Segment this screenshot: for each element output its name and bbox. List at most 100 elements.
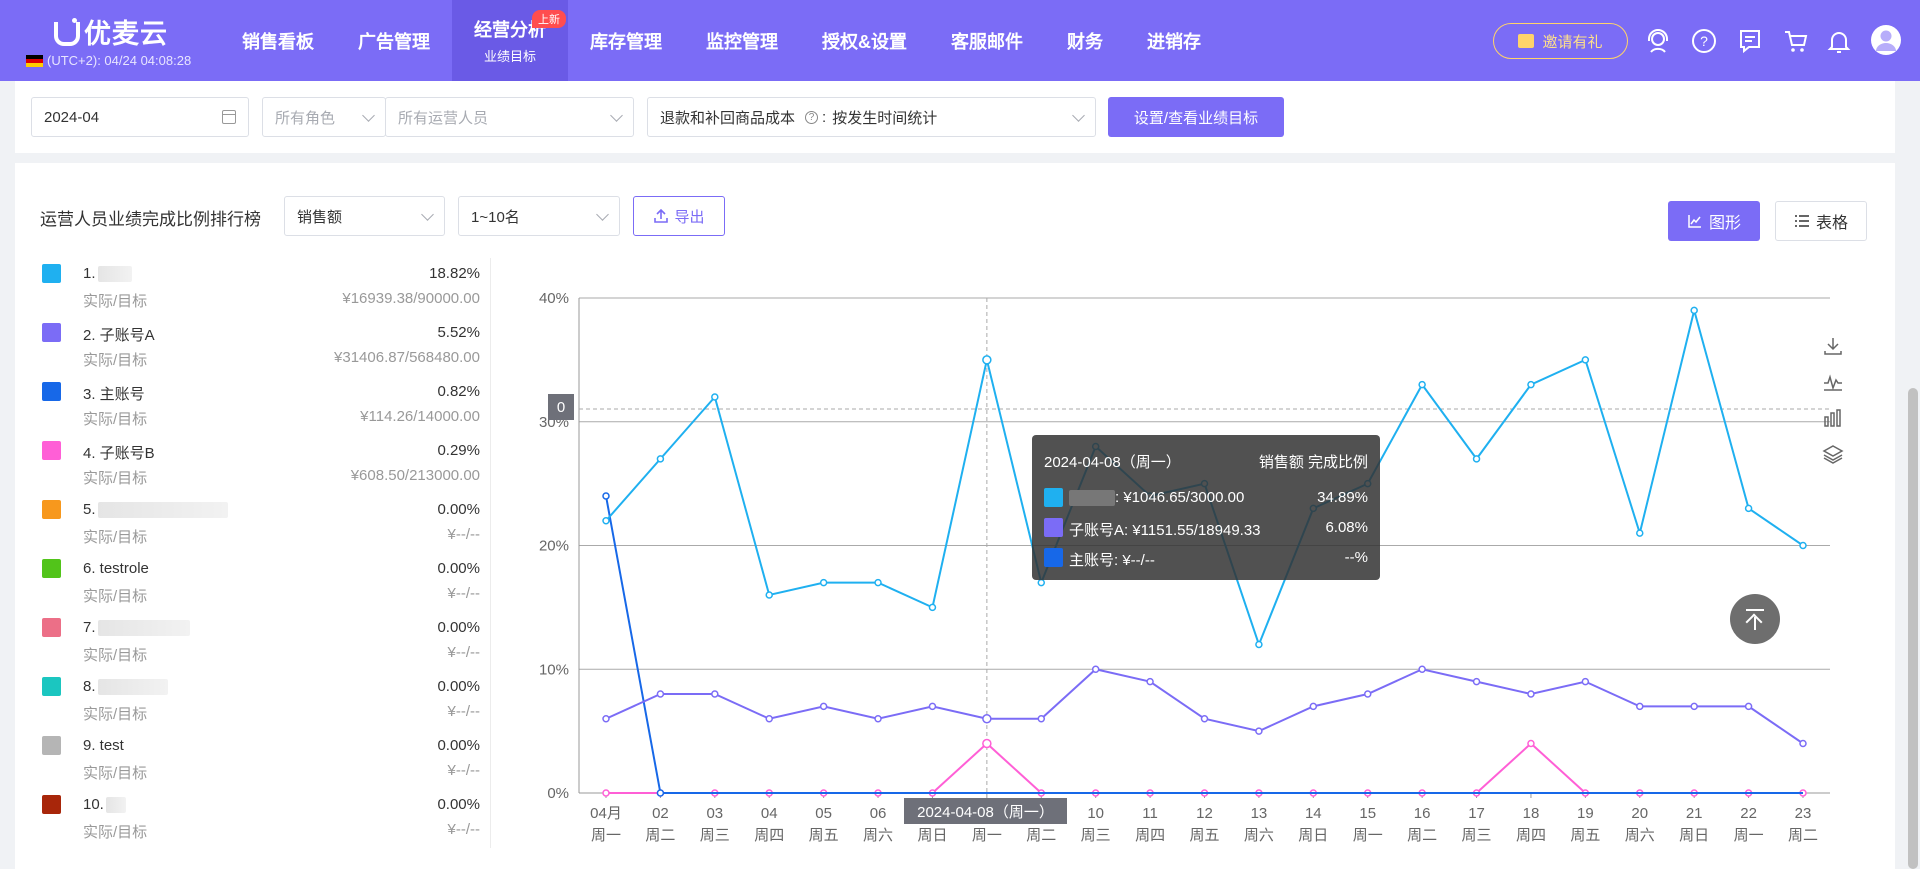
x-tick-sublabel: 周二	[1788, 827, 1818, 844]
operator-name: 7.	[83, 619, 190, 637]
role-select[interactable]: 所有角色	[262, 97, 386, 137]
data-point	[1255, 640, 1263, 649]
x-tick-sublabel: 周一	[591, 827, 621, 844]
cost-label: 退款和补回商品成本	[660, 109, 796, 127]
export-button[interactable]: 导出	[633, 196, 725, 236]
list-item[interactable]: 1. 18.82% 实际/目标 ¥16939.38/90000.00	[40, 255, 480, 314]
stack-icon[interactable]	[1822, 443, 1844, 465]
range-select[interactable]: 1~10名	[458, 196, 620, 236]
data-point	[656, 789, 665, 797]
redacted-name	[97, 620, 190, 637]
data-point	[928, 702, 937, 711]
x-tick-label: 14	[1305, 805, 1322, 822]
x-tick-label: 17	[1468, 805, 1485, 822]
back-to-top-button[interactable]	[1730, 594, 1780, 644]
table-label: 表格	[1815, 215, 1848, 232]
cost-value: 按发生时间统计	[832, 109, 938, 127]
timezone-clock: (UTC+2): 04/24 04:08:28	[26, 53, 191, 68]
metric-value: 销售额	[297, 208, 343, 226]
x-tick-label: 05	[815, 805, 832, 822]
redacted-name	[97, 679, 168, 696]
invite-button[interactable]: 邀请有礼	[1493, 23, 1628, 59]
top-nav: 优麦云 (UTC+2): 04/24 04:08:28 销售看板 广告管理 经营分析…	[0, 0, 1920, 81]
graph-view-button[interactable]: 图形	[1668, 201, 1760, 241]
x-tick-sublabel: 周五	[809, 827, 839, 844]
message-icon[interactable]	[1737, 28, 1763, 54]
nav-item-4[interactable]: 监控管理	[684, 0, 800, 81]
nav-item-label: 库存管理	[590, 31, 662, 52]
data-point	[602, 492, 610, 500]
data-point	[1527, 690, 1535, 698]
list-item[interactable]: 4. 子账号B 0.29% 实际/目标 ¥608.50/213000.00	[40, 432, 480, 491]
cart-icon[interactable]	[1783, 28, 1809, 54]
panel-title: 运营人员业绩完成比例排行榜	[40, 210, 261, 229]
redacted-name	[1069, 490, 1115, 507]
list-item[interactable]: 10. 0.00% 实际/目标 ¥--/--	[40, 786, 480, 845]
x-tick-sublabel: 周三	[1081, 827, 1111, 844]
completion-pct: 0.00%	[437, 737, 480, 754]
data-point	[1636, 529, 1644, 537]
x-tick-label: 23	[1795, 805, 1812, 822]
list-item[interactable]: 5. 0.00% 实际/目标 ¥--/--	[40, 491, 480, 550]
data-point	[1744, 702, 1753, 711]
tooltip-row-label: 主账号: ¥--/--	[1069, 552, 1155, 569]
export-label: 导出	[674, 208, 705, 226]
list-item[interactable]: 3. 主账号 0.82% 实际/目标 ¥114.26/14000.00	[40, 373, 480, 432]
help-circle-icon[interactable]: ?	[805, 110, 819, 124]
x-tick-label: 02	[652, 805, 669, 822]
completion-pct: 0.00%	[437, 501, 480, 518]
nav-item-7[interactable]: 财务	[1045, 0, 1125, 81]
operator-select[interactable]: 所有运营人员	[385, 97, 634, 137]
nav-item-0[interactable]: 销售看板	[220, 0, 336, 81]
list-item[interactable]: 9. test 0.00% 实际/目标 ¥--/--	[40, 727, 480, 786]
nav-item-1[interactable]: 广告管理	[336, 0, 452, 81]
list-item[interactable]: 2. 子账号A 5.52% 实际/目标 ¥31406.87/568480.00	[40, 314, 480, 373]
ranking-list: 1. 18.82% 实际/目标 ¥16939.38/90000.00 2. 子账号A 5.…	[40, 255, 480, 845]
actual-target-value: ¥--/--	[447, 526, 481, 543]
metric-select[interactable]: 销售额	[284, 196, 445, 236]
cost-method-select[interactable]: 退款和补回商品成本 ? : 按发生时间统计	[647, 97, 1096, 137]
line-switch-icon[interactable]	[1822, 371, 1844, 393]
data-point	[1309, 702, 1318, 711]
list-item[interactable]: 7. 0.00% 实际/目标 ¥--/--	[40, 609, 480, 668]
legend-swatch	[42, 677, 61, 696]
avatar[interactable]	[1870, 24, 1902, 56]
nav-item-2[interactable]: 经营分析 业绩目标 上新	[452, 0, 568, 81]
nav-item-label: 销售看板	[242, 31, 314, 52]
table-view-button[interactable]: 表格	[1775, 201, 1867, 241]
download-icon[interactable]	[1822, 335, 1844, 357]
x-tick-sublabel: 周一	[1353, 827, 1383, 844]
set-target-button[interactable]: 设置/查看业绩目标	[1108, 97, 1284, 137]
x-tick-label: 20	[1631, 805, 1648, 822]
x-tick-sublabel: 周四	[754, 827, 784, 844]
month-picker[interactable]: 2024-04	[31, 97, 249, 137]
x-tick-sublabel: 周一	[972, 827, 1002, 844]
x-tick-sublabel: 周五	[1189, 827, 1219, 844]
nav-item-3[interactable]: 库存管理	[568, 0, 684, 81]
data-point	[982, 355, 992, 365]
list-item[interactable]: 8. 0.00% 实际/目标 ¥--/--	[40, 668, 480, 727]
ranking-card: 运营人员业绩完成比例排行榜 销售额 1~10名 导出 图形 表格 1. 18.82…	[15, 163, 1895, 869]
actual-target-label: 实际/目标	[83, 588, 148, 605]
nav-item-8[interactable]: 进销存	[1125, 0, 1223, 81]
logo-icon	[52, 17, 80, 46]
logo[interactable]: 优麦云	[52, 12, 168, 51]
nav-item-5[interactable]: 授权&设置	[800, 0, 929, 81]
bar-switch-icon[interactable]	[1822, 407, 1844, 429]
x-tick-label: 21	[1686, 805, 1703, 822]
nav-item-6[interactable]: 客服邮件	[929, 0, 1045, 81]
tooltip-row: : ¥1046.65/3000.00 34.89%	[1044, 486, 1368, 508]
data-point	[874, 715, 882, 723]
help-icon[interactable]: ?	[1691, 28, 1717, 54]
page-scrollbar[interactable]	[1908, 388, 1918, 869]
x-tick-sublabel: 周三	[700, 827, 730, 844]
customer-service-icon[interactable]	[1645, 28, 1671, 54]
data-point	[1037, 715, 1046, 723]
range-value: 1~10名	[471, 208, 520, 226]
nav-item-sublabel: 业绩目标	[483, 49, 536, 64]
legend-swatch	[42, 382, 61, 401]
actual-target-value: ¥--/--	[447, 762, 481, 779]
list-item[interactable]: 6. testrole 0.00% 实际/目标 ¥--/--	[40, 550, 480, 609]
bell-icon[interactable]	[1826, 28, 1852, 54]
